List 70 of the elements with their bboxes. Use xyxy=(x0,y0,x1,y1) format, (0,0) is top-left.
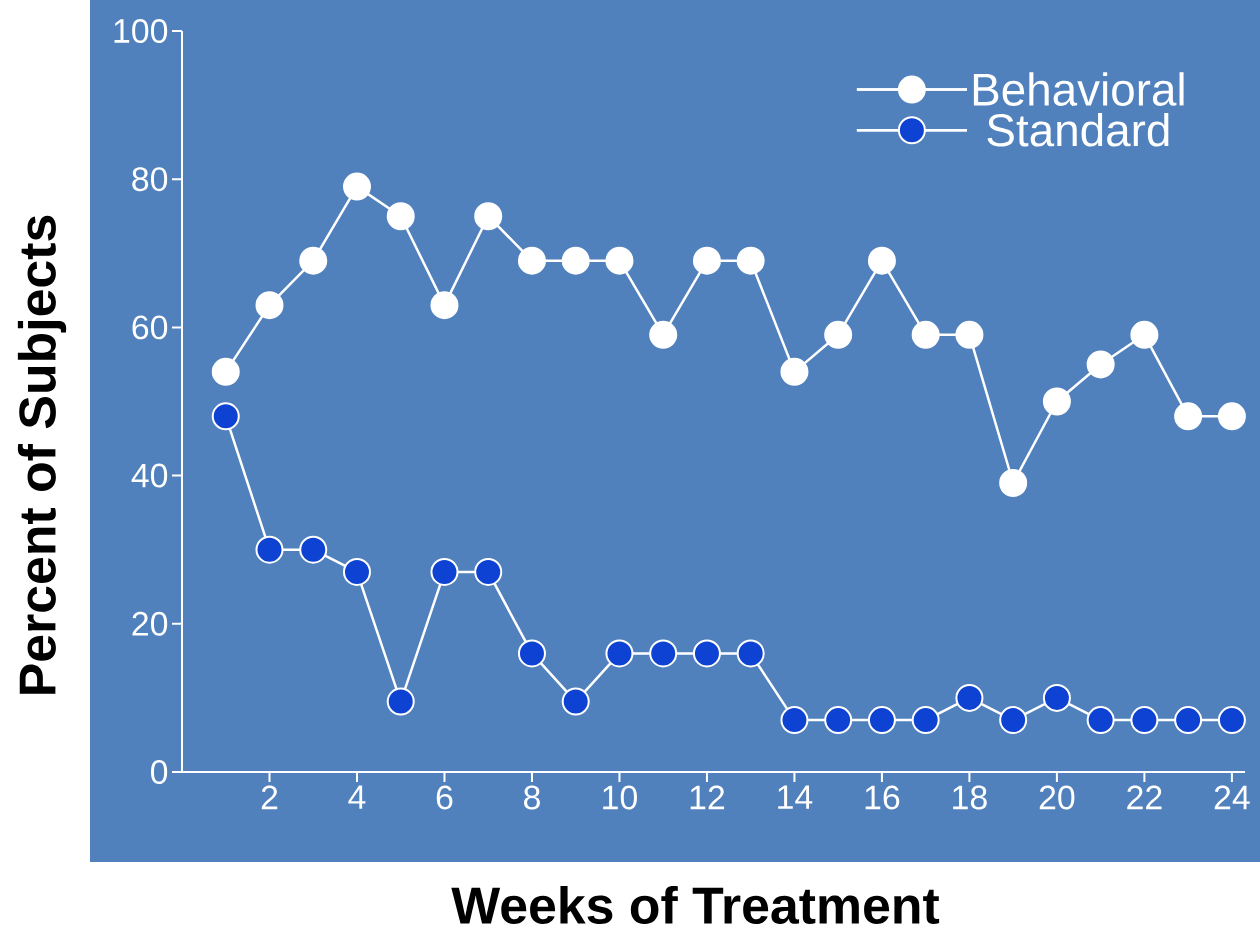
point xyxy=(299,246,328,275)
point xyxy=(342,172,371,201)
point xyxy=(1086,706,1115,735)
legend-label: Standard xyxy=(987,112,1169,147)
point xyxy=(692,639,721,668)
point xyxy=(386,687,415,716)
point xyxy=(955,320,984,349)
point xyxy=(211,357,240,386)
point xyxy=(824,320,853,349)
point xyxy=(1086,350,1115,379)
point xyxy=(430,291,459,320)
y-tick-label: 40 xyxy=(131,463,168,488)
point xyxy=(955,683,984,712)
x-axis-title: Weeks of Treatment xyxy=(451,885,940,924)
point xyxy=(999,706,1028,735)
point xyxy=(1130,706,1159,735)
x-tick-label: 2 xyxy=(261,785,278,810)
point xyxy=(299,535,328,564)
point xyxy=(1042,683,1071,712)
point xyxy=(474,202,503,231)
point xyxy=(1130,320,1159,349)
x-tick-label: 10 xyxy=(603,785,637,810)
x-tick-label: 8 xyxy=(524,785,540,810)
point xyxy=(561,687,590,716)
x-tick-label: 16 xyxy=(865,785,900,810)
x-tick-label: 18 xyxy=(953,785,987,810)
point xyxy=(517,639,546,668)
point xyxy=(255,535,284,564)
y-tick-label: 100 xyxy=(114,18,168,43)
legend-label: Behavioral xyxy=(973,72,1184,106)
point xyxy=(1174,706,1203,735)
point xyxy=(1174,402,1203,431)
point xyxy=(605,639,634,668)
point xyxy=(342,557,371,586)
point xyxy=(1217,402,1246,431)
point xyxy=(1217,706,1246,735)
point xyxy=(867,246,896,275)
point xyxy=(386,202,415,231)
point xyxy=(780,357,809,386)
x-tick-label: 24 xyxy=(1214,785,1250,810)
x-tick-label: 4 xyxy=(348,785,366,809)
point xyxy=(911,320,940,349)
y-tick-label: 60 xyxy=(132,315,168,340)
point xyxy=(517,246,546,275)
x-tick-label: 14 xyxy=(778,785,813,809)
point xyxy=(736,246,765,275)
point xyxy=(561,246,590,275)
point xyxy=(211,402,240,431)
point xyxy=(692,246,721,275)
point xyxy=(824,706,853,735)
point xyxy=(649,639,678,668)
y-tick-label: 20 xyxy=(132,611,168,636)
y-tick-label: 80 xyxy=(132,167,168,192)
x-tick-label: 6 xyxy=(436,785,453,810)
point xyxy=(999,468,1028,497)
point xyxy=(736,639,765,668)
point xyxy=(867,706,896,735)
point xyxy=(605,246,634,275)
point xyxy=(474,557,503,586)
point xyxy=(255,291,284,320)
point xyxy=(649,320,678,349)
x-tick-label: 22 xyxy=(1127,785,1162,810)
point xyxy=(430,557,459,586)
y-axis-title: Percent of Subjects xyxy=(17,215,67,694)
y-tick-label: 0 xyxy=(150,759,168,784)
point xyxy=(911,706,940,735)
x-tick-label: 20 xyxy=(1039,785,1075,810)
x-tick-label: 12 xyxy=(690,785,725,810)
point xyxy=(1042,387,1071,416)
point xyxy=(780,706,809,735)
